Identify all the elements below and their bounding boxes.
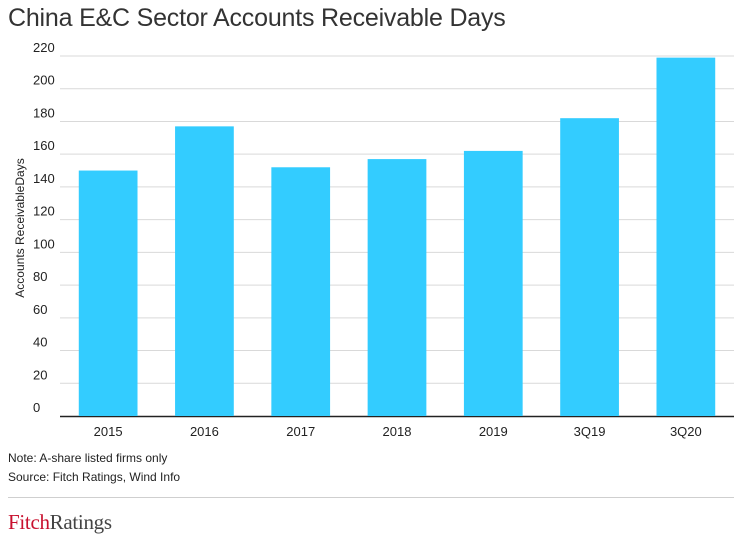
y-axis-label: Accounts ReceivableDays xyxy=(13,158,27,297)
logo-ratings-text: Ratings xyxy=(49,510,112,534)
y-tick-label: 20 xyxy=(33,367,47,382)
chart-note: Note: A-share listed firms only xyxy=(8,451,168,465)
y-tick-label: 100 xyxy=(33,236,55,251)
chart-title: China E&C Sector Accounts Receivable Day… xyxy=(8,4,506,32)
bar-3Q20 xyxy=(656,57,716,417)
y-tick-label: 40 xyxy=(33,335,47,350)
y-tick-label: 180 xyxy=(33,105,55,120)
y-tick-label: 0 xyxy=(33,400,40,415)
y-tick-label: 60 xyxy=(33,302,47,317)
y-tick-labels: 0 20 40 60 80 100 120 140 160 180 200 220 xyxy=(33,40,55,415)
x-tick-label: 2017 xyxy=(286,424,315,439)
bar-2015 xyxy=(78,170,138,416)
bar-2016 xyxy=(175,126,234,416)
fitch-ratings-logo: FitchRatings xyxy=(8,510,112,535)
bar-2019 xyxy=(463,150,523,416)
bar-2017 xyxy=(271,167,331,416)
bar-3Q19 xyxy=(560,118,619,416)
x-tick-label: 2016 xyxy=(190,424,219,439)
y-tick-label: 120 xyxy=(33,204,55,219)
bars xyxy=(78,57,716,417)
y-tick-label: 220 xyxy=(33,40,55,55)
x-tick-label: 2015 xyxy=(94,424,123,439)
x-tick-label: 3Q19 xyxy=(574,424,606,439)
bar-2018 xyxy=(367,159,427,416)
x-tick-label: 3Q20 xyxy=(670,424,702,439)
x-tick-label: 2018 xyxy=(383,424,412,439)
y-tick-label: 200 xyxy=(33,73,55,88)
chart-source: Source: Fitch Ratings, Wind Info xyxy=(8,470,181,484)
y-tick-label: 160 xyxy=(33,138,55,153)
logo-fitch-text: Fitch xyxy=(8,510,50,534)
x-tick-labels: 2015 2016 2017 2018 2019 3Q19 3Q20 xyxy=(94,424,702,439)
footer-divider xyxy=(8,497,734,498)
y-tick-label: 80 xyxy=(33,269,47,284)
x-tick-label: 2019 xyxy=(479,424,508,439)
y-tick-label: 140 xyxy=(33,171,55,186)
